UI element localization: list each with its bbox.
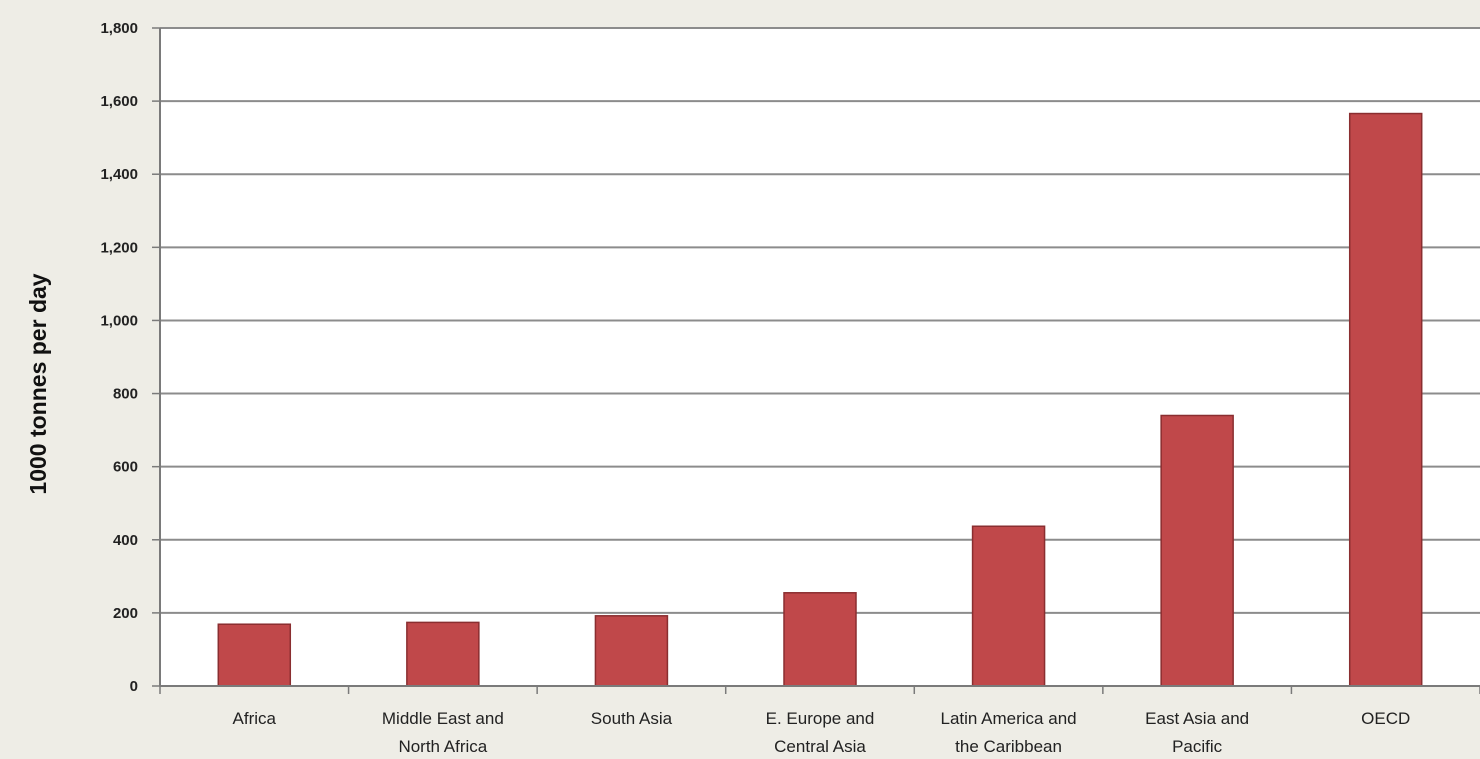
bar xyxy=(971,525,1046,687)
x-category-label: South Asia xyxy=(591,709,673,728)
x-category-label-line: South Asia xyxy=(591,709,673,728)
x-category-label-line: E. Europe and xyxy=(766,709,875,728)
bar xyxy=(1348,112,1423,687)
bar xyxy=(217,623,292,687)
x-category-label: E. Europe and Central Asia xyxy=(766,709,875,756)
x-category-label: Latin America and the Caribbean xyxy=(941,709,1077,756)
labels: 0 200 400 600 800 1,000 1,200 1,400 1,600 1,800 Af… xyxy=(100,20,1410,756)
plot-area xyxy=(160,28,1480,686)
x-category-label: Africa xyxy=(233,709,277,728)
gridlines xyxy=(152,27,1480,687)
bar xyxy=(783,592,857,687)
x-category-label-line: Middle East and xyxy=(382,709,504,728)
y-tick-label: 800 xyxy=(113,386,138,403)
y-tick-label: 1,400 xyxy=(100,166,138,183)
y-tick-label: 600 xyxy=(113,459,138,476)
y-tick-label: 0 xyxy=(130,678,138,695)
y-tick-label: 400 xyxy=(113,532,138,549)
y-tick-label: 200 xyxy=(113,605,138,622)
x-category-label-line: Africa xyxy=(233,709,277,728)
x-category-label-line: Pacific xyxy=(1172,737,1223,756)
y-tick-label: 1,600 xyxy=(100,93,138,110)
y-tick-label: 1,200 xyxy=(100,239,138,256)
bar xyxy=(1160,414,1234,687)
x-category-label-line: OECD xyxy=(1361,709,1410,728)
bars xyxy=(217,112,1423,687)
bar xyxy=(406,621,480,687)
bar xyxy=(594,615,669,687)
x-category-label: Middle East and North Africa xyxy=(382,709,504,756)
y-tick-label: 1,000 xyxy=(100,312,138,329)
axes xyxy=(159,28,1480,694)
x-category-label: OECD xyxy=(1361,709,1410,728)
y-axis-title: 1000 tonnes per day xyxy=(25,273,51,494)
x-category-label-line: East Asia and xyxy=(1145,709,1249,728)
x-category-label-line: the Caribbean xyxy=(955,737,1062,756)
plot-background xyxy=(160,28,1480,686)
x-category-label: East Asia and Pacific xyxy=(1145,709,1249,756)
x-category-label-line: Central Asia xyxy=(774,737,866,756)
x-category-label-line: North Africa xyxy=(398,737,487,756)
x-category-label-line: Latin America and xyxy=(941,709,1077,728)
y-tick-label: 1,800 xyxy=(100,20,138,37)
